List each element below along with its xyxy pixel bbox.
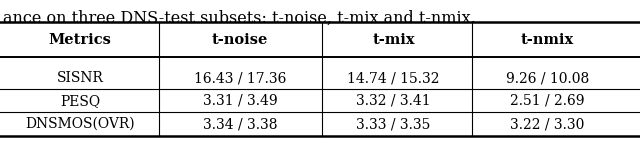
Text: 3.34 / 3.38: 3.34 / 3.38 <box>203 117 277 131</box>
Text: ance on three DNS-test subsets: t-noise, t-mix and t-nmix.: ance on three DNS-test subsets: t-noise,… <box>3 10 476 27</box>
Text: 9.26 / 10.08: 9.26 / 10.08 <box>506 71 589 85</box>
Text: SISNR: SISNR <box>56 71 104 85</box>
Text: PESQ: PESQ <box>60 94 100 108</box>
Text: t-noise: t-noise <box>212 33 268 47</box>
Text: 3.32 / 3.41: 3.32 / 3.41 <box>356 94 431 108</box>
Text: 16.43 / 17.36: 16.43 / 17.36 <box>194 71 286 85</box>
Text: 2.51 / 2.69: 2.51 / 2.69 <box>510 94 584 108</box>
Text: Metrics: Metrics <box>49 33 111 47</box>
Text: 3.31 / 3.49: 3.31 / 3.49 <box>203 94 277 108</box>
Text: 3.22 / 3.30: 3.22 / 3.30 <box>510 117 584 131</box>
Text: 14.74 / 15.32: 14.74 / 15.32 <box>348 71 440 85</box>
Text: t-nmix: t-nmix <box>520 33 574 47</box>
Text: 3.33 / 3.35: 3.33 / 3.35 <box>356 117 431 131</box>
Text: DNSMOS(OVR): DNSMOS(OVR) <box>25 117 135 131</box>
Text: t-mix: t-mix <box>372 33 415 47</box>
